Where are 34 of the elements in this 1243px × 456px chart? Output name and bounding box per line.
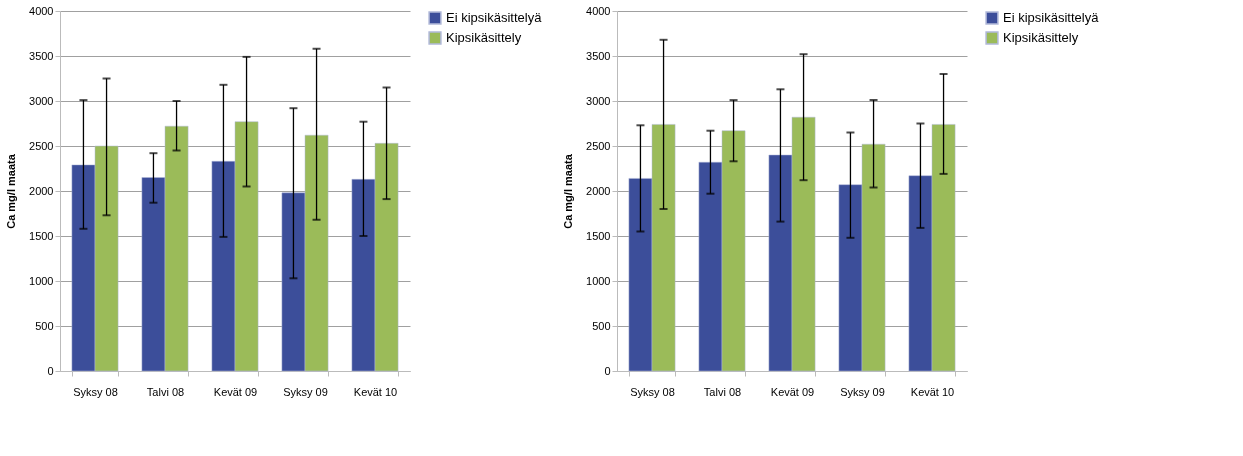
x-tick-label: Talvi 08 <box>146 385 185 398</box>
y-tick-label: 1500 <box>586 229 611 242</box>
y-tick-label: 2500 <box>29 139 54 152</box>
x-tick-label: Kevät 09 <box>213 385 258 398</box>
y-tick-label: 0 <box>604 364 611 377</box>
legend-label: Kipsikäsittely <box>1003 30 1079 45</box>
x-tick-label: Syksy 09 <box>840 385 885 398</box>
legend-label: Ei kipsikäsittelyä <box>1003 10 1100 25</box>
legend-label: Ei kipsikäsittelyä <box>446 10 543 25</box>
y-tick-label: 2000 <box>586 184 611 197</box>
y-tick-label: 3000 <box>586 94 611 107</box>
y-tick-label: 3500 <box>586 49 611 62</box>
x-tick-label: Kevät 10 <box>353 385 398 398</box>
x-tick-label: Kevät 09 <box>770 385 815 398</box>
x-tick-label: Syksy 08 <box>73 385 118 398</box>
y-tick-label: 3000 <box>29 94 54 107</box>
x-tick-label: Syksy 08 <box>630 385 675 398</box>
x-tick-label: Kevät 10 <box>910 385 955 398</box>
x-tick-label: Syksy 09 <box>283 385 328 398</box>
y-tick-label: 1000 <box>29 274 54 287</box>
y-tick-label: 3500 <box>29 49 54 62</box>
x-tick-label: Talvi 08 <box>703 385 742 398</box>
y-tick-label: 2500 <box>586 139 611 152</box>
y-axis-title: Ca mg/l maata <box>562 153 575 229</box>
y-tick-label: 1000 <box>586 274 611 287</box>
y-tick-label: 1500 <box>29 229 54 242</box>
legend-label: Kipsikäsittely <box>446 30 522 45</box>
y-tick-label: 2000 <box>29 184 54 197</box>
y-tick-label: 0 <box>47 364 54 377</box>
y-tick-label: 4000 <box>29 4 54 17</box>
y-tick-label: 500 <box>592 319 611 332</box>
y-axis-title: Ca mg/l maata <box>5 153 18 229</box>
y-tick-label: 4000 <box>586 4 611 17</box>
y-tick-label: 500 <box>35 319 54 332</box>
